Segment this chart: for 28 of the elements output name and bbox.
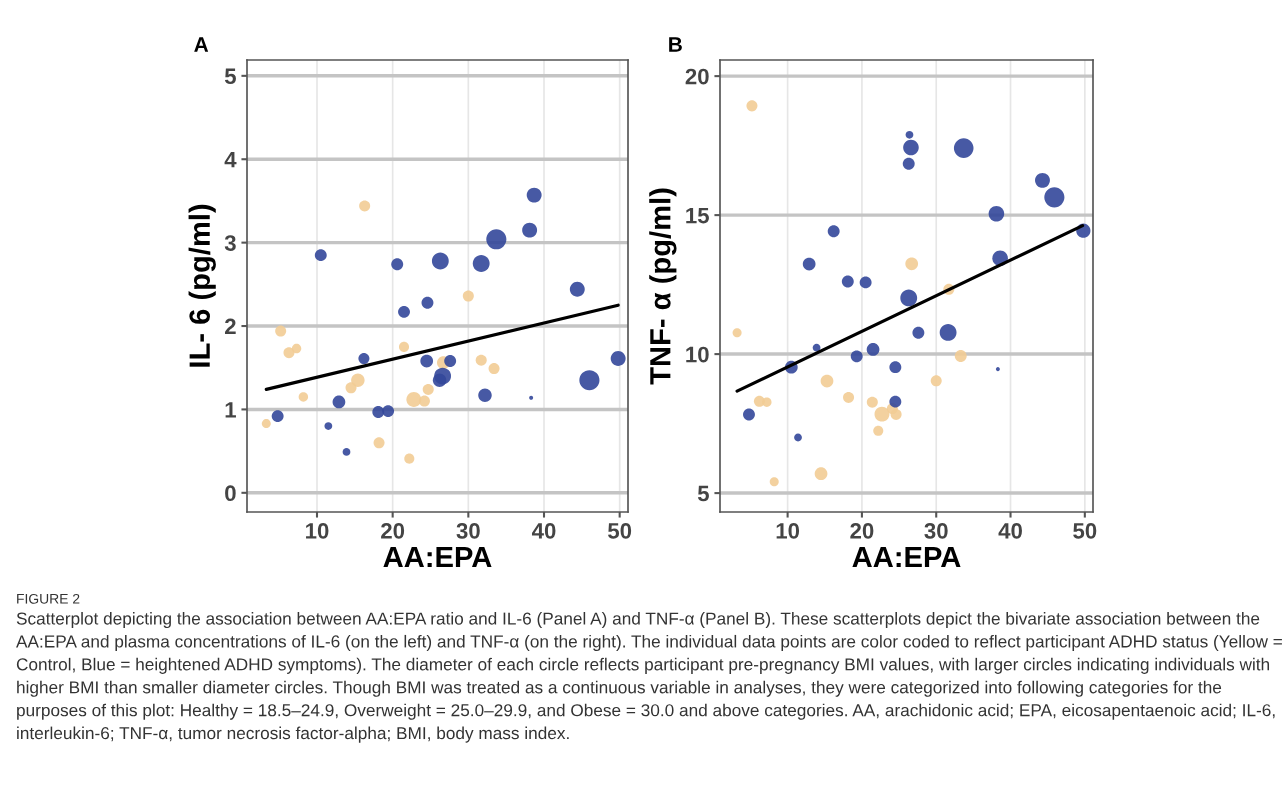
y-axis-title: IL- 6 (pg/ml) (188, 204, 216, 367)
y-tick-label: 5 (697, 485, 709, 502)
x-tick-label: 10 (776, 523, 800, 539)
x-tick-label: 50 (608, 523, 632, 539)
y-tick-label: 1 (225, 402, 236, 418)
x-tick-label: 30 (456, 523, 480, 539)
y-tick-label: 4 (224, 152, 237, 168)
x-tick-label: 40 (998, 523, 1022, 539)
x-tick-label: 50 (1073, 523, 1097, 539)
text: Scatterplot depicting the association between AA:EPA ratio and IL-6 (Panel A) and TNF-α (Panel B). These scatterplots depict the bivariate association between the AA:EPA and plasma concentrations of IL-6 (on the left) and TNF-α (on the right). The individual data points are color coded to reflect participant ADHD status (Yellow = Control, Blue = heightened ADHD symptoms). The diameter of each circle reflects participant pre-pregnancy BMI values, with larger circles indicating individuals with higher BMI than smaller diameter circles. Though BMI was treated as a continuous variable in analyses, they were categorized into following categories for the purposes of this plot: Healthy = 18.5–24.9, Overweight = 25.0–29.9, and Obese = 30.0 and above categories. AA, arachidonic acid; EPA, eicosapentaenoic acid; IL-6, interleukin-6; TNF-α, tumor necrosis factor-alpha; BMI, body mass index. (16, 612, 1282, 743)
y-axis-title: TNF- α (pg/ml) (649, 188, 677, 385)
x-axis-title: AA:EPA (852, 546, 961, 568)
x-tick-label: 20 (850, 523, 874, 539)
y-tick-label: 2 (225, 318, 236, 335)
y-tick-label: 0 (225, 485, 236, 502)
x-tick-label: 40 (531, 523, 556, 539)
y-tick-label: 10 (686, 346, 709, 363)
x-tick-label: 30 (924, 523, 948, 539)
y-tick-label: 5 (224, 68, 236, 85)
chart-title: B (669, 37, 682, 52)
y-tick-label: 20 (685, 68, 709, 85)
y-tick-label: 15 (686, 207, 709, 224)
caption: FIGURE 2 (17, 593, 80, 604)
x-tick-label: 10 (306, 523, 329, 539)
x-tick-label: 20 (381, 523, 405, 539)
y-tick-label: 3 (224, 235, 236, 251)
x-axis-title: AA:EPA (383, 546, 492, 568)
chart-title: A (194, 37, 209, 52)
